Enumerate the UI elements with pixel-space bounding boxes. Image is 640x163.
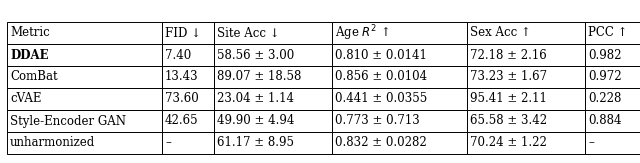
- Text: 0.810 ± 0.0141: 0.810 ± 0.0141: [335, 49, 427, 61]
- Text: Style-Encoder GAN: Style-Encoder GAN: [10, 114, 126, 127]
- Bar: [214, 110, 332, 132]
- Text: PCC ↑: PCC ↑: [588, 27, 627, 39]
- Bar: [332, 110, 467, 132]
- Text: cVAE: cVAE: [10, 92, 42, 105]
- Text: 13.43: 13.43: [165, 71, 198, 83]
- Text: 73.23 ± 1.67: 73.23 ± 1.67: [470, 71, 547, 83]
- Bar: [332, 88, 467, 110]
- Bar: [162, 132, 214, 154]
- Text: 49.90 ± 4.94: 49.90 ± 4.94: [217, 114, 294, 127]
- Bar: [332, 132, 467, 154]
- Bar: [332, 22, 467, 44]
- Bar: [467, 22, 585, 44]
- Bar: [162, 22, 214, 44]
- Text: 0.441 ± 0.0355: 0.441 ± 0.0355: [335, 92, 428, 105]
- Bar: [467, 44, 585, 66]
- Text: 72.18 ± 2.16: 72.18 ± 2.16: [470, 49, 547, 61]
- Text: unharmonized: unharmonized: [10, 136, 95, 149]
- Bar: [214, 88, 332, 110]
- Text: Metric: Metric: [10, 27, 50, 39]
- Bar: [162, 44, 214, 66]
- Text: Sex Acc ↑: Sex Acc ↑: [470, 27, 531, 39]
- Text: 0.856 ± 0.0104: 0.856 ± 0.0104: [335, 71, 427, 83]
- Bar: [585, 66, 640, 88]
- Bar: [162, 66, 214, 88]
- Text: –: –: [588, 136, 594, 149]
- Text: 58.56 ± 3.00: 58.56 ± 3.00: [217, 49, 294, 61]
- Bar: [585, 110, 640, 132]
- Bar: [7, 66, 162, 88]
- Bar: [214, 44, 332, 66]
- Text: 95.41 ± 2.11: 95.41 ± 2.11: [470, 92, 547, 105]
- Bar: [585, 88, 640, 110]
- Text: 0.884: 0.884: [588, 114, 621, 127]
- Bar: [467, 66, 585, 88]
- Text: Age $R^2$ ↑: Age $R^2$ ↑: [335, 23, 389, 43]
- Text: 0.773 ± 0.713: 0.773 ± 0.713: [335, 114, 420, 127]
- Bar: [585, 22, 640, 44]
- Bar: [7, 22, 162, 44]
- Text: 0.228: 0.228: [588, 92, 621, 105]
- Bar: [585, 132, 640, 154]
- Bar: [7, 88, 162, 110]
- Text: –: –: [165, 136, 171, 149]
- Bar: [214, 66, 332, 88]
- Text: 0.982: 0.982: [588, 49, 621, 61]
- Bar: [467, 110, 585, 132]
- Text: 0.972: 0.972: [588, 71, 621, 83]
- Text: 23.04 ± 1.14: 23.04 ± 1.14: [217, 92, 294, 105]
- Text: 73.60: 73.60: [165, 92, 199, 105]
- Text: ComBat: ComBat: [10, 71, 58, 83]
- Bar: [162, 110, 214, 132]
- Bar: [7, 44, 162, 66]
- Text: 89.07 ± 18.58: 89.07 ± 18.58: [217, 71, 301, 83]
- Bar: [7, 110, 162, 132]
- Bar: [467, 132, 585, 154]
- Text: Site Acc ↓: Site Acc ↓: [217, 27, 280, 39]
- Bar: [332, 66, 467, 88]
- Bar: [7, 132, 162, 154]
- Text: 0.832 ± 0.0282: 0.832 ± 0.0282: [335, 136, 427, 149]
- Text: 42.65: 42.65: [165, 114, 198, 127]
- Text: DDAE: DDAE: [10, 49, 49, 61]
- Bar: [214, 22, 332, 44]
- Text: FID ↓: FID ↓: [165, 27, 201, 39]
- Text: 61.17 ± 8.95: 61.17 ± 8.95: [217, 136, 294, 149]
- Bar: [467, 88, 585, 110]
- Text: 65.58 ± 3.42: 65.58 ± 3.42: [470, 114, 547, 127]
- Text: 7.40: 7.40: [165, 49, 191, 61]
- Bar: [332, 44, 467, 66]
- Bar: [585, 44, 640, 66]
- Text: 70.24 ± 1.22: 70.24 ± 1.22: [470, 136, 547, 149]
- Bar: [214, 132, 332, 154]
- Bar: [162, 88, 214, 110]
